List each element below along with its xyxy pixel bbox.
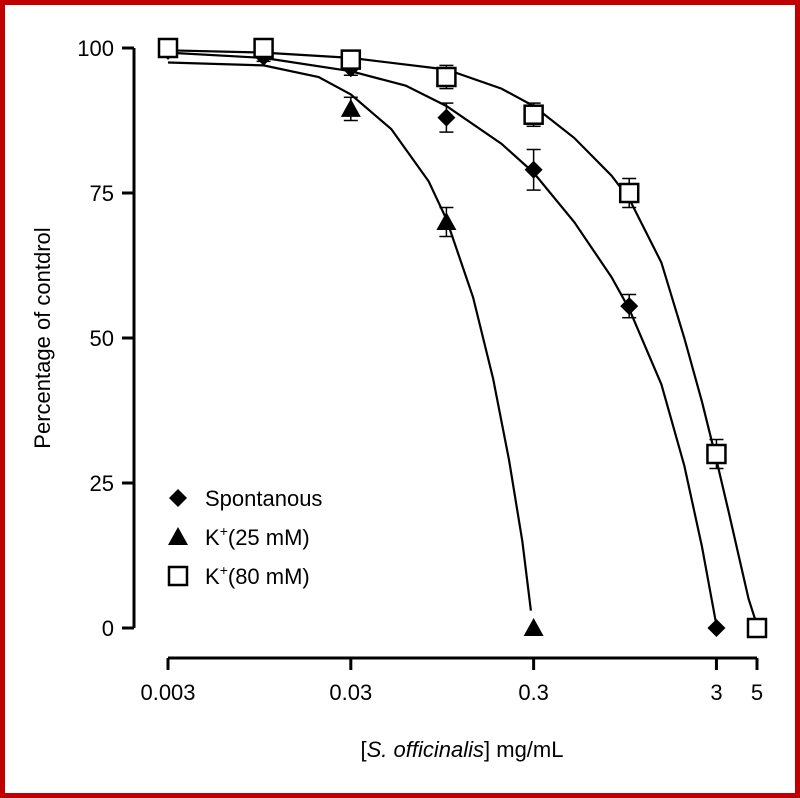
x-ticks: 0.003 0.03 0.3 3 5 — [140, 658, 763, 705]
point-series-1 — [620, 297, 639, 316]
x-tick-label: 0.03 — [329, 680, 372, 705]
legend-label-series-1: Spontanous — [205, 486, 322, 511]
point-series-2 — [523, 618, 544, 636]
point-series-3 — [340, 49, 362, 70]
legend-label-superscript: + — [220, 562, 228, 578]
point-series-1 — [707, 619, 726, 637]
axes: 0 25 50 75 100 0.003 0.03 0.3 3 5 — [77, 36, 763, 705]
point-series-2 — [436, 212, 457, 230]
point-series-3 — [706, 443, 727, 465]
y-tick-label: 0 — [102, 616, 114, 641]
x-axis-title-suffix: ] mg/mL — [484, 737, 563, 762]
x-axis-title-prefix: [ — [361, 737, 367, 762]
point-series-3 — [523, 104, 544, 125]
x-tick-label: 5 — [751, 680, 763, 705]
legend-label-concentration: (25 mM) — [228, 525, 310, 550]
point-series-1 — [524, 160, 543, 179]
point-series-3 — [157, 37, 179, 59]
x-tick-label: 3 — [710, 680, 722, 705]
legend-label-series-3: K+(80 mM) — [205, 562, 310, 589]
y-axis-title: Percentage of contdrol — [30, 227, 55, 448]
point-series-2 — [340, 98, 361, 117]
point-series-1 — [437, 108, 456, 127]
point-series-3 — [436, 66, 457, 88]
x-axis-title-italic: S. officinalis — [367, 737, 484, 762]
y-ticks: 0 25 50 75 100 — [77, 36, 134, 641]
y-tick-label: 50 — [90, 326, 114, 351]
x-tick-label: 0.003 — [140, 680, 195, 705]
y-tick-label: 75 — [90, 181, 114, 206]
legend-label-concentration: (80 mM) — [228, 564, 310, 589]
legend-label-ion: K — [205, 564, 220, 589]
fit-curve-series-2 — [167, 61, 532, 611]
legend-label-ion: K — [205, 525, 220, 550]
legend-label-text: Spontanous — [205, 486, 322, 511]
legend-marker-series-1 — [169, 489, 187, 507]
x-tick-label: 0.3 — [518, 680, 549, 705]
legend-label-series-2: K+(25 mM) — [205, 523, 310, 550]
y-tick-label: 25 — [90, 471, 114, 496]
y-tick-label: 100 — [77, 36, 114, 61]
x-axis-title: [S. officinalis] mg/mL — [361, 737, 564, 762]
point-series-3 — [746, 617, 768, 639]
data-points — [157, 37, 768, 639]
legend-marker-series-2 — [168, 527, 188, 545]
fit-curve-series-1 — [167, 51, 718, 626]
point-series-3 — [253, 37, 274, 59]
point-series-3 — [618, 182, 640, 204]
legend-marker-series-3 — [167, 565, 189, 587]
legend-label-superscript: + — [220, 523, 228, 539]
